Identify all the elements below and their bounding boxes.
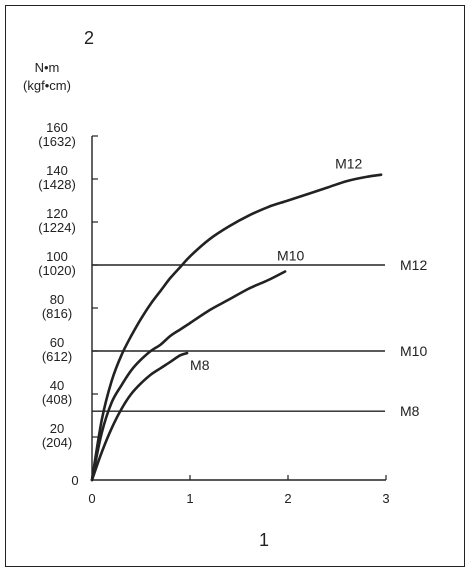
y-tick-label: 0 [71, 473, 78, 488]
x-tick-label: 1 [186, 491, 193, 506]
figure-frame [5, 5, 465, 567]
x-tick-label: 2 [284, 491, 291, 506]
y-tick-label: 20 [50, 421, 64, 436]
reference-line-label-m12: M12 [400, 257, 427, 273]
y-axis-unit-label: N•m (kgf•cm) [23, 60, 71, 93]
reference-line-label-m8: M8 [400, 403, 420, 419]
reference-lines: M12 M10 M8 [92, 257, 427, 419]
y-unit-primary: N•m [35, 60, 60, 75]
y-tick-label-kgf: (612) [42, 349, 72, 364]
y-tick-label-kgf: (1020) [38, 263, 76, 278]
y-tick-label-kgf: (408) [42, 392, 72, 407]
reference-line-label-m10: M10 [400, 343, 427, 359]
y-tick-label: 60 [50, 335, 64, 350]
figure-corner-label: 2 [84, 28, 94, 48]
y-tick-label-kgf: (204) [42, 435, 72, 450]
curve-m12 [90, 173, 383, 482]
curve-label-m8: M8 [190, 357, 210, 373]
axes [91, 135, 387, 481]
y-tick-label-kgf: (1224) [38, 220, 76, 235]
x-axis-caption: 1 [259, 530, 269, 550]
tick-labels: 020(204)40(408)60(612)80(816)100(1020)12… [38, 120, 389, 506]
y-tick-label: 160 [46, 120, 68, 135]
torque-curves: M12 M10 M8 [90, 156, 383, 482]
y-tick-label-kgf: (816) [42, 306, 72, 321]
x-tick-label: 3 [382, 491, 389, 506]
x-tick-label: 0 [88, 491, 95, 506]
y-tick-label: 100 [46, 249, 68, 264]
y-tick-label-kgf: (1428) [38, 177, 76, 192]
y-tick-label-kgf: (1632) [38, 134, 76, 149]
curve-label-m10: M10 [277, 247, 304, 263]
y-tick-label: 80 [50, 292, 64, 307]
y-tick-label: 120 [46, 206, 68, 221]
y-tick-label: 140 [46, 163, 68, 178]
y-tick-label: 40 [50, 378, 64, 393]
y-unit-secondary: (kgf•cm) [23, 78, 71, 93]
curve-label-m12: M12 [335, 156, 362, 172]
curve-m10 [90, 270, 287, 482]
curve-m8 [90, 351, 189, 482]
